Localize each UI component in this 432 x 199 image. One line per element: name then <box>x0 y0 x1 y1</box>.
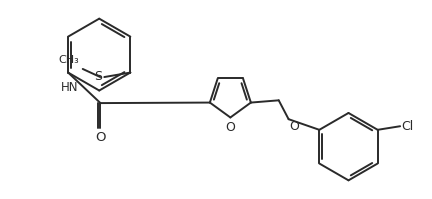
Text: O: O <box>95 131 106 144</box>
Text: O: O <box>289 120 299 133</box>
Text: S: S <box>95 70 102 83</box>
Text: CH₃: CH₃ <box>58 55 79 65</box>
Text: Cl: Cl <box>401 120 414 133</box>
Text: HN: HN <box>60 81 78 94</box>
Text: O: O <box>226 121 235 134</box>
